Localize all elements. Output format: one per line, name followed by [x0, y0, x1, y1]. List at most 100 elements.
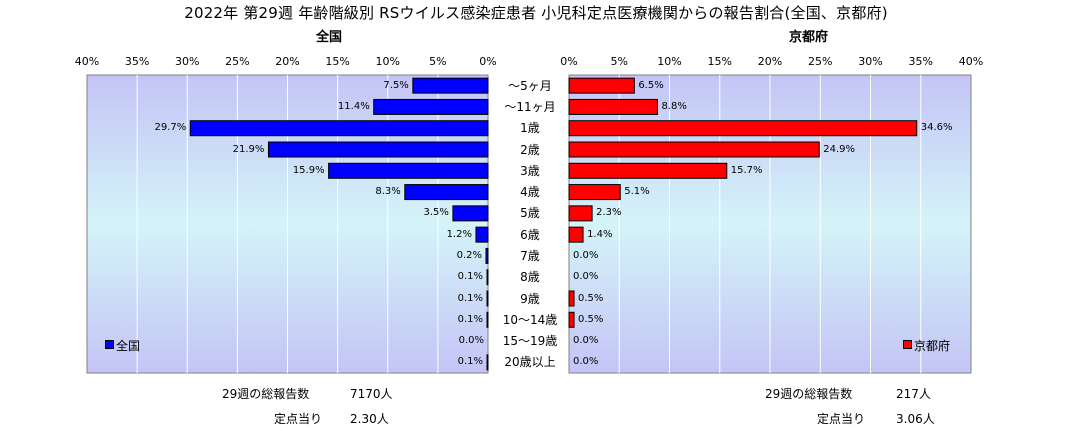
- bar-zenkoku: [404, 184, 489, 201]
- bar-kyoto: [568, 184, 621, 201]
- data-label-zenkoku: 0.0%: [458, 335, 484, 347]
- bar-zenkoku: [486, 311, 489, 328]
- category-label: ～11ヶ月: [496, 98, 564, 116]
- chart-title: 2022年 第29週 年齢階級別 RSウイルス感染症患者 小児科定点医療機関から…: [184, 4, 888, 22]
- data-label-kyoto: 0.5%: [578, 292, 604, 304]
- data-label-kyoto: 15.7%: [730, 164, 763, 176]
- data-label-kyoto: 0.0%: [573, 271, 599, 283]
- tick-label-right: 40%: [958, 55, 984, 68]
- bar-zenkoku: [412, 77, 489, 94]
- tick-label-right: 35%: [908, 55, 933, 68]
- right-total-value: 217人: [896, 387, 931, 401]
- legend-left: 全国: [105, 337, 140, 354]
- data-label-zenkoku: 8.3%: [375, 186, 401, 198]
- data-label-zenkoku: 0.2%: [456, 249, 482, 261]
- data-label-zenkoku: 0.1%: [457, 313, 483, 325]
- bar-kyoto: [568, 226, 584, 243]
- tick-label-left: 15%: [325, 55, 350, 68]
- bar-zenkoku: [452, 205, 489, 222]
- data-label-zenkoku: 21.9%: [232, 143, 265, 155]
- tick-label-left: 30%: [175, 55, 200, 68]
- bar-zenkoku: [486, 290, 489, 307]
- category-label: 15～19歳: [496, 333, 564, 351]
- data-label-kyoto: 2.3%: [596, 207, 622, 219]
- tick-label-right: 15%: [707, 55, 732, 68]
- bar-kyoto: [568, 98, 658, 115]
- category-label: 5歳: [496, 205, 564, 223]
- data-label-zenkoku: 7.5%: [383, 79, 409, 91]
- tick-label-left: 0%: [479, 55, 497, 68]
- data-label-kyoto: 0.5%: [578, 313, 604, 325]
- legend-label-left: 全国: [116, 339, 141, 353]
- data-label-zenkoku: 11.4%: [337, 100, 370, 112]
- bar-kyoto: [568, 162, 728, 179]
- category-label: 3歳: [496, 162, 564, 180]
- data-label-zenkoku: 29.7%: [154, 122, 187, 134]
- data-label-kyoto: 34.6%: [920, 122, 953, 134]
- data-label-kyoto: 5.1%: [624, 186, 650, 198]
- data-label-zenkoku: 0.1%: [457, 292, 483, 304]
- category-label: 9歳: [496, 290, 564, 308]
- category-label: 6歳: [496, 226, 564, 244]
- legend-swatch-right: [903, 340, 912, 349]
- tick-label-left: 5%: [429, 55, 447, 68]
- tick-label-left: 40%: [74, 55, 100, 68]
- bar-zenkoku: [189, 120, 489, 137]
- bar-zenkoku: [486, 269, 489, 286]
- left-total-value: 7170人: [350, 387, 393, 401]
- bar-zenkoku: [328, 162, 489, 179]
- tick-label-right: 5%: [610, 55, 628, 68]
- legend-right: 京都府: [903, 337, 950, 354]
- data-label-kyoto: 1.4%: [587, 228, 613, 240]
- tick-label-left: 10%: [375, 55, 400, 68]
- tick-label-left: 25%: [225, 55, 250, 68]
- right-per-site-value: 3.06人: [896, 412, 935, 426]
- bar-zenkoku: [485, 247, 489, 264]
- left-per-site-value: 2.30人: [350, 412, 389, 426]
- right-total-label: 29週の総報告数: [765, 387, 853, 401]
- left-per-site-label: 定点当り: [274, 412, 323, 426]
- bar-kyoto: [568, 290, 575, 307]
- category-label: 4歳: [496, 184, 564, 202]
- bar-kyoto: [568, 141, 820, 158]
- data-label-zenkoku: 0.1%: [457, 271, 483, 283]
- legend-label-right: 京都府: [914, 339, 951, 353]
- data-label-kyoto: 0.0%: [573, 356, 599, 368]
- tick-label-right: 25%: [808, 55, 833, 68]
- tick-label-right: 10%: [657, 55, 682, 68]
- category-label: 8歳: [496, 269, 564, 287]
- data-label-kyoto: 0.0%: [573, 335, 599, 347]
- category-label: 7歳: [496, 247, 564, 265]
- data-label-kyoto: 8.8%: [661, 100, 687, 112]
- data-label-zenkoku: 0.1%: [457, 356, 483, 368]
- data-label-kyoto: 0.0%: [573, 249, 599, 261]
- tick-label-left: 35%: [124, 55, 150, 68]
- legend-swatch-left: [105, 340, 114, 349]
- bar-kyoto: [568, 120, 918, 137]
- bar-zenkoku: [486, 354, 489, 371]
- data-label-zenkoku: 3.5%: [423, 207, 449, 219]
- data-label-zenkoku: 15.9%: [292, 164, 325, 176]
- bar-kyoto: [568, 77, 635, 94]
- bar-zenkoku: [475, 226, 489, 243]
- left-panel-title: 全国: [316, 30, 343, 45]
- data-label-zenkoku: 1.2%: [446, 228, 472, 240]
- bar-kyoto: [568, 311, 575, 328]
- bar-kyoto: [568, 205, 593, 222]
- right-per-site-label: 定点当り: [817, 412, 866, 426]
- category-label: 10～14歳: [496, 311, 564, 329]
- data-label-kyoto: 6.5%: [638, 79, 664, 91]
- bar-zenkoku: [373, 98, 489, 115]
- category-label: ～5ヶ月: [496, 77, 564, 95]
- tick-label-right: 0%: [560, 55, 578, 68]
- tick-label-left: 20%: [275, 55, 300, 68]
- tick-label-right: 20%: [757, 55, 783, 68]
- category-label: 20歳以上: [496, 354, 564, 372]
- category-label: 1歳: [496, 120, 564, 138]
- right-panel-title: 京都府: [789, 30, 829, 45]
- tick-label-right: 30%: [858, 55, 883, 68]
- category-label: 2歳: [496, 141, 564, 159]
- left-total-label: 29週の総報告数: [222, 387, 310, 401]
